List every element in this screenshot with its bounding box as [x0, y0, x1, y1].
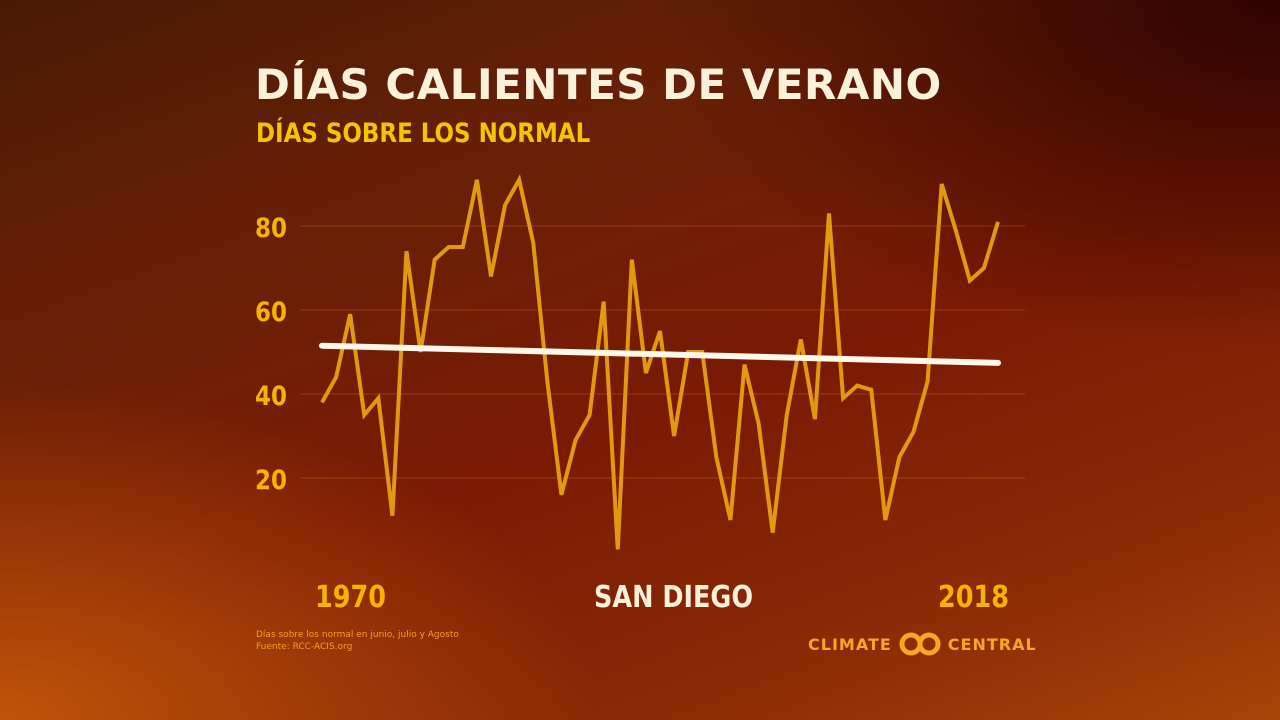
y-tick-label: 20 — [255, 464, 287, 495]
series-line — [320, 174, 1000, 550]
footnote: Días sobre los normal en junio, julio y … — [256, 630, 459, 640]
chart-subtitle: DÍAS SOBRE LOS NORMAL — [256, 118, 591, 149]
trend-line — [319, 342, 1001, 366]
source: Fuente: RCC-ACIS.org — [256, 642, 353, 652]
logo-rings-icon — [899, 632, 941, 656]
x-tick-label-start: 1970 — [315, 580, 386, 615]
y-tick-label: 40 — [255, 380, 287, 411]
x-tick-label-end: 2018 — [938, 580, 1009, 615]
climate-central-logo: CLIMATE CENTRAL — [808, 632, 1037, 656]
logo-text-right: CENTRAL — [947, 634, 1037, 654]
location-label: SAN DIEGO — [594, 580, 754, 615]
chart-title: DÍAS CALIENTES DE VERANO — [255, 60, 942, 109]
y-tick-label: 60 — [255, 296, 287, 327]
logo-text-left: CLIMATE — [808, 634, 892, 654]
y-tick-label: 80 — [255, 212, 287, 243]
